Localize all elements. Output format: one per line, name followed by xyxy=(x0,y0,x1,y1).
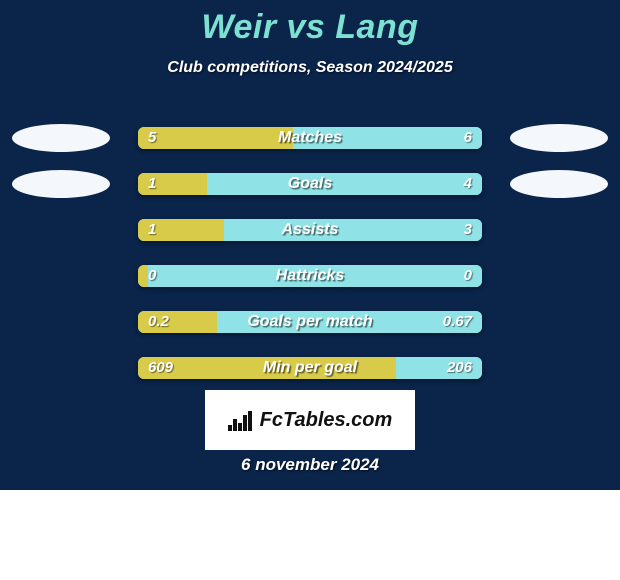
player-avatar-left xyxy=(12,170,110,198)
date-label: 6 november 2024 xyxy=(0,455,620,475)
page-title: Weir vs Lang xyxy=(0,0,620,47)
metric-row: 0.20.67Goals per match xyxy=(0,299,620,345)
bars-icon xyxy=(228,409,254,431)
player-avatar-left xyxy=(12,124,110,152)
bar-fill-right xyxy=(148,265,482,287)
bar-track: 609206Min per goal xyxy=(138,357,482,379)
metric-row: 14Goals xyxy=(0,161,620,207)
right-value: 6 xyxy=(454,127,482,149)
metric-row: 56Matches xyxy=(0,115,620,161)
bar-track: 13Assists xyxy=(138,219,482,241)
left-value: 0 xyxy=(138,265,166,287)
left-value: 609 xyxy=(138,357,183,379)
page-subtitle: Club competitions, Season 2024/2025 xyxy=(0,59,620,77)
metric-row: 609206Min per goal xyxy=(0,345,620,391)
source-label: FcTables.com xyxy=(260,409,393,432)
bar-fill-right xyxy=(224,219,482,241)
comparison-panel: Weir vs Lang Club competitions, Season 2… xyxy=(0,0,620,490)
source-badge: FcTables.com xyxy=(205,390,415,450)
bar-track: 56Matches xyxy=(138,127,482,149)
metric-row: 00Hattricks xyxy=(0,253,620,299)
left-value: 0.2 xyxy=(138,311,179,333)
left-value: 1 xyxy=(138,219,166,241)
left-value: 1 xyxy=(138,173,166,195)
left-value: 5 xyxy=(138,127,166,149)
right-value: 0.67 xyxy=(433,311,482,333)
bar-track: 14Goals xyxy=(138,173,482,195)
metric-row: 13Assists xyxy=(0,207,620,253)
player-avatar-right xyxy=(510,170,608,198)
right-value: 4 xyxy=(454,173,482,195)
comparison-chart: 56Matches14Goals13Assists00Hattricks0.20… xyxy=(0,115,620,391)
bar-track: 0.20.67Goals per match xyxy=(138,311,482,333)
right-value: 206 xyxy=(437,357,482,379)
bar-track: 00Hattricks xyxy=(138,265,482,287)
bar-fill-right xyxy=(207,173,482,195)
right-value: 3 xyxy=(454,219,482,241)
player-avatar-right xyxy=(510,124,608,152)
right-value: 0 xyxy=(454,265,482,287)
